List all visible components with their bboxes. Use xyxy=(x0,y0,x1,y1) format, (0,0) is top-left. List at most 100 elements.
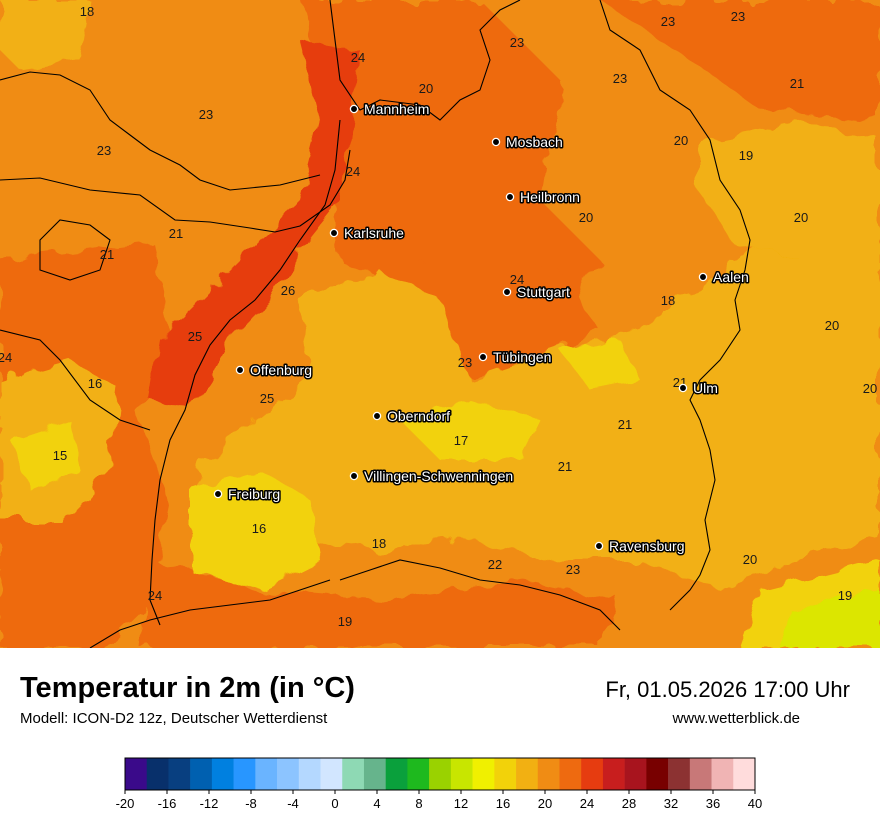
city-label-freiburg: Freiburg xyxy=(228,486,280,502)
legend-swatch xyxy=(233,758,256,790)
city-label-aalen: Aalen xyxy=(713,269,749,285)
temp-zone-yellow-hills xyxy=(560,340,640,390)
city-label-karlsruhe: Karlsruhe xyxy=(344,225,404,241)
city-dot-ravensburg xyxy=(594,541,604,551)
city-label-ulm: Ulm xyxy=(693,380,718,396)
temperature-value: 20 xyxy=(794,210,808,225)
temperature-value: 23 xyxy=(458,355,472,370)
legend-swatch xyxy=(211,758,234,790)
temperature-value: 19 xyxy=(838,588,852,603)
temperature-value: 20 xyxy=(579,210,593,225)
legend-tick-label: 24 xyxy=(580,796,594,811)
temperature-value: 24 xyxy=(0,350,12,365)
city-dot-oberndorf xyxy=(372,411,382,421)
temp-zone-amber-central xyxy=(190,230,880,590)
city-label-t-bingen: Tübingen xyxy=(493,349,551,365)
legend-swatch xyxy=(255,758,278,790)
legend-tick-label: 32 xyxy=(664,796,678,811)
legend-swatch xyxy=(407,758,430,790)
border-rhine-river xyxy=(149,119,341,626)
temperature-value: 21 xyxy=(100,247,114,262)
legend-swatch xyxy=(668,758,691,790)
legend-tick-label: 12 xyxy=(454,796,468,811)
temperature-value: 25 xyxy=(260,391,274,406)
legend-border xyxy=(124,757,756,791)
temp-zone-amber-northwest xyxy=(0,0,90,70)
temp-zone-yellow-west xyxy=(10,420,80,490)
city-dot-stuttgart xyxy=(502,287,512,297)
temperature-value: 23 xyxy=(566,562,580,577)
temperature-value: 21 xyxy=(618,417,632,432)
legend-swatch xyxy=(385,758,408,790)
city-label-oberndorf: Oberndorf xyxy=(387,408,450,424)
legend-swatch xyxy=(559,758,582,790)
city-dot-t-bingen xyxy=(478,352,488,362)
temperature-value: 21 xyxy=(558,459,572,474)
legend-swatch xyxy=(277,758,300,790)
legend-swatch xyxy=(472,758,495,790)
legend-tick-label: 8 xyxy=(415,796,422,811)
city-label-heilbronn: Heilbronn xyxy=(520,189,580,205)
legend-tick-label: 28 xyxy=(622,796,636,811)
legend-tick-label: 20 xyxy=(538,796,552,811)
legend-swatch xyxy=(168,758,191,790)
legend-swatch xyxy=(342,758,365,790)
legend-swatch xyxy=(494,758,517,790)
legend-tick-label: -4 xyxy=(287,796,299,811)
legend-swatch xyxy=(363,758,386,790)
temperature-value: 25 xyxy=(188,329,202,344)
legend-tick-label: 40 xyxy=(748,796,762,811)
website-link[interactable]: www.wetterblick.de xyxy=(672,710,800,727)
temperature-value: 24 xyxy=(351,50,365,65)
legend-swatch xyxy=(429,758,452,790)
legend-tick-label: 16 xyxy=(496,796,510,811)
temp-zone-yellow-blackforest xyxy=(190,470,320,590)
city-dot-heilbronn xyxy=(505,192,515,202)
temperature-value: 16 xyxy=(252,521,266,536)
temp-zone-yellow-alb xyxy=(400,400,540,460)
city-label-mosbach: Mosbach xyxy=(506,134,563,150)
city-dot-ulm xyxy=(678,383,688,393)
legend-tick-label: 4 xyxy=(373,796,380,811)
city-label-stuttgart: Stuttgart xyxy=(517,284,570,300)
border-west-2 xyxy=(0,329,151,431)
legend-swatch xyxy=(711,758,734,790)
border-west-1 xyxy=(39,219,111,281)
city-label-mannheim: Mannheim xyxy=(364,101,429,117)
legend-tick-label: -20 xyxy=(116,796,135,811)
temperature-value: 21 xyxy=(169,226,183,241)
temperature-value: 21 xyxy=(790,76,804,91)
border-lines xyxy=(0,0,751,648)
city-dot-freiburg xyxy=(213,489,223,499)
city-dot-karlsruhe xyxy=(329,228,339,238)
legend-swatch xyxy=(298,758,321,790)
temperature-value: 19 xyxy=(739,148,753,163)
temperature-value: 23 xyxy=(731,9,745,24)
temperature-value: 23 xyxy=(613,71,627,86)
legend-swatches xyxy=(124,757,756,791)
border-hesse xyxy=(329,0,521,121)
temperature-value: 23 xyxy=(661,14,675,29)
legend-tick-label: -16 xyxy=(158,796,177,811)
temperature-value: 18 xyxy=(80,4,94,19)
temperature-value: 16 xyxy=(88,376,102,391)
city-dot-aalen xyxy=(698,272,708,282)
chart-title: Temperatur in 2m (in °C) xyxy=(20,672,355,704)
temp-zone-deep-orange-east xyxy=(600,0,880,120)
legend-swatch xyxy=(646,758,669,790)
temperature-value: 20 xyxy=(863,381,877,396)
city-dot-offenburg xyxy=(235,365,245,375)
border-bavaria xyxy=(599,0,751,611)
temp-zone-red-rhine xyxy=(150,40,360,410)
border-lake-constance xyxy=(339,559,621,631)
legend-swatch xyxy=(190,758,213,790)
temperature-map: 18 23 23 23 24 20 23 21 23 23 20 19 24 21 21 20 20 24 26 18… xyxy=(0,0,880,648)
temperature-values: 18 23 23 23 24 20 23 21 23 23 20 19 24 21 21 20 20 24 26 18… xyxy=(0,4,877,629)
border-switzerland xyxy=(89,579,331,648)
temperature-value: 18 xyxy=(661,293,675,308)
temperature-value: 23 xyxy=(97,143,111,158)
temperature-value: 20 xyxy=(419,81,433,96)
legend-swatch xyxy=(581,758,604,790)
city-dot-mosbach xyxy=(491,137,501,147)
legend-tick-label: 36 xyxy=(706,796,720,811)
